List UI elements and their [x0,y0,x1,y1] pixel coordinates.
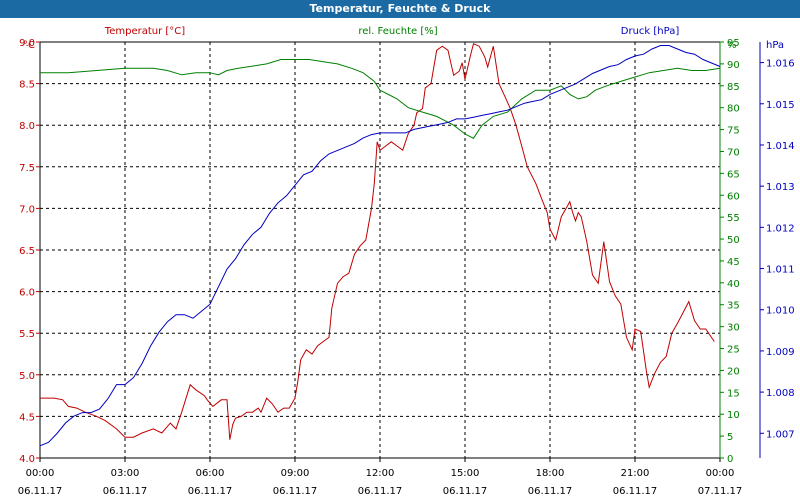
series-label-humidity: rel. Feuchte [%] [358,26,437,37]
chart-canvas: 00:00 06.11.17 03:00 06.11.17 06:00 06.11.17 0… [0,18,800,500]
data-series [39,43,721,447]
y-tick-label-humidity: 25 [727,345,740,356]
y-tick-label-temperature: 7.5 [19,163,35,174]
x-tick-label-time: 12:00 [366,468,395,479]
y-tick-label-pressure: 1.009 [766,347,795,358]
unit-label-pressure: hPa [766,40,784,51]
x-tick-label-date: 06.11.17 [443,486,488,497]
y-tick-label-humidity: 55 [727,213,740,224]
x-tick-label-date: 06.11.17 [528,486,573,497]
y-tick-label-pressure: 1.007 [766,429,795,440]
y-tick-label-temperature: 4.0 [19,454,35,465]
y-tick-label-pressure: 1.008 [766,388,795,399]
y-tick-label-humidity: 10 [727,410,740,421]
series-line-temperature [40,43,715,440]
series-line-pressure [39,45,721,447]
x-tick-label-date: 06.11.17 [358,486,403,497]
y-tick-label-humidity: 90 [727,60,740,71]
y-tick-label-temperature: 8.0 [19,121,35,132]
y-tick-label-humidity: 45 [727,257,740,268]
x-tick-label-date: 06.11.17 [273,486,318,497]
y-tick-label-humidity: 20 [727,366,740,377]
unit-label-humidity: % [727,40,737,51]
y-tick-label-humidity: 15 [727,388,740,399]
x-tick-label-time: 03:00 [111,468,140,479]
x-tick-label-date: 06.11.17 [18,486,63,497]
y-tick-label-pressure: 1.015 [766,100,795,111]
series-label-pressure: Druck [hPa] [621,26,680,37]
x-tick-label-date: 06.11.17 [103,486,148,497]
y-tick-label-pressure: 1.011 [766,265,795,276]
y-tick-label-pressure: 1.012 [766,223,795,234]
y-tick-label-humidity: 50 [727,235,740,246]
y-tick-label-temperature: 5.5 [19,329,35,340]
x-tick-label-date: 06.11.17 [188,486,233,497]
grid [40,42,720,458]
x-tick-label-date: 07.11.17 [698,486,743,497]
y-tick-label-pressure: 1.013 [766,182,795,193]
y-tick-label-humidity: 30 [727,323,740,334]
y-tick-label-temperature: 5.0 [19,371,35,382]
x-tick-label-time: 06:00 [196,468,225,479]
y-tick-label-humidity: 70 [727,147,740,158]
x-tick-label-time: 15:00 [451,468,480,479]
y-tick-label-temperature: 8.5 [19,80,35,91]
y-tick-label-pressure: 1.016 [766,59,795,70]
chart-title: Temperatur, Feuchte & Druck [0,0,800,18]
y-tick-label-humidity: 0 [727,454,733,465]
y-tick-label-temperature: 6.0 [19,288,35,299]
y-tick-label-temperature: 9.0 [19,38,35,49]
x-tick-label-time: 18:00 [536,468,565,479]
y-tick-label-temperature: 6.5 [19,246,35,257]
x-tick-label-time: 09:00 [281,468,310,479]
y-tick-label-humidity: 5 [727,432,733,443]
y-tick-label-pressure: 1.014 [766,141,795,152]
series-line-humidity [40,59,721,139]
x-tick-label-date: 06.11.17 [613,486,658,497]
x-tick-label-time: 00:00 [706,468,735,479]
y-tick-label-humidity: 95 [727,38,740,49]
y-tick-label-humidity: 60 [727,191,740,202]
y-tick-label-humidity: 65 [727,169,740,180]
unit-label-temperature: °C [23,40,35,51]
x-tick-label-time: 21:00 [621,468,650,479]
y-tick-label-humidity: 85 [727,82,740,93]
y-tick-label-temperature: 4.5 [19,412,35,423]
x-tick-label-time: 00:00 [26,468,55,479]
y-tick-label-temperature: 7.0 [19,204,35,215]
y-tick-label-humidity: 40 [727,279,740,290]
y-tick-label-humidity: 75 [727,126,740,137]
tick-labels: 00:00 06.11.17 03:00 06.11.17 06:00 06.11.17 0… [18,38,795,497]
series-label-temperature: Temperatur [°C] [104,26,185,37]
y-tick-label-humidity: 35 [727,301,740,312]
y-tick-label-pressure: 1.010 [766,306,795,317]
y-tick-label-humidity: 80 [727,104,740,115]
axes [36,41,764,462]
